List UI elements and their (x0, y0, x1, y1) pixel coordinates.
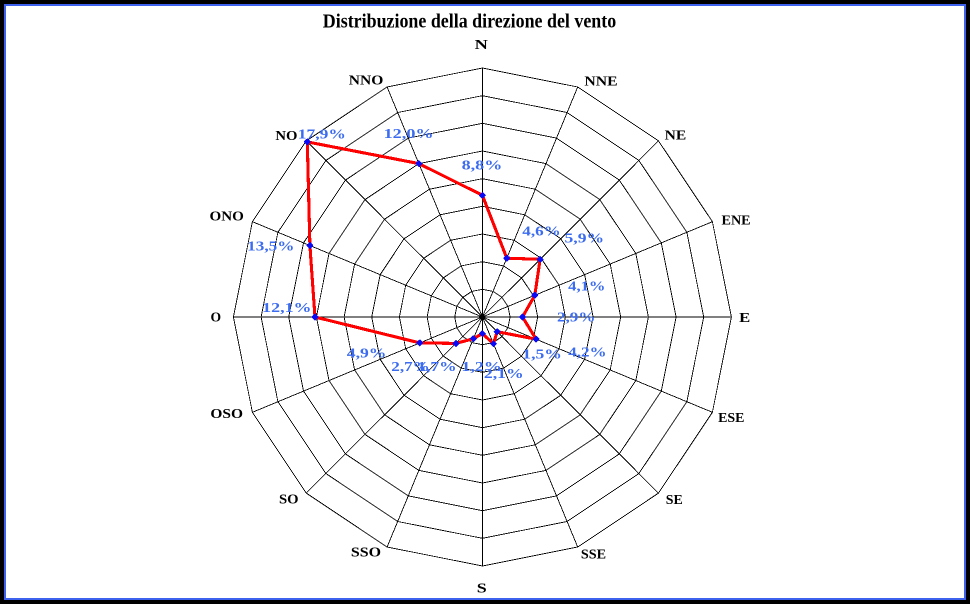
svg-text:13,5%: 13,5% (247, 239, 294, 254)
svg-text:SE: SE (666, 492, 683, 507)
svg-text:2,7%: 2,7% (391, 360, 429, 375)
svg-text:5,9%: 5,9% (565, 231, 605, 246)
svg-text:4,9%: 4,9% (347, 347, 387, 362)
svg-text:ONO: ONO (210, 209, 245, 224)
svg-text:SSE: SSE (581, 547, 606, 562)
svg-text:17,9%: 17,9% (298, 128, 346, 143)
svg-text:E: E (739, 310, 750, 325)
svg-text:NNO: NNO (349, 73, 384, 88)
svg-text:O: O (211, 310, 222, 325)
svg-text:NE: NE (665, 128, 687, 143)
svg-text:2,9%: 2,9% (557, 310, 595, 325)
svg-text:1,7%: 1,7% (417, 360, 456, 375)
svg-text:SO: SO (279, 491, 299, 506)
svg-text:4,1%: 4,1% (568, 279, 605, 294)
svg-text:SSO: SSO (351, 545, 381, 560)
svg-text:12,1%: 12,1% (262, 301, 311, 316)
svg-text:12,0%: 12,0% (384, 127, 434, 142)
svg-text:4,6%: 4,6% (522, 225, 560, 240)
svg-text:S: S (477, 581, 487, 596)
svg-text:2,1%: 2,1% (484, 367, 524, 382)
svg-text:ESE: ESE (718, 410, 744, 425)
svg-text:1,5%: 1,5% (522, 348, 562, 363)
svg-text:4,2%: 4,2% (568, 346, 606, 361)
svg-text:1,2%: 1,2% (461, 360, 502, 375)
svg-text:ENE: ENE (722, 213, 751, 228)
svg-text:Distribuzione della direzione: Distribuzione della direzione del vento (323, 10, 616, 32)
svg-text:NNE: NNE (584, 74, 617, 89)
svg-text:NO: NO (275, 128, 297, 143)
svg-text:N: N (475, 37, 488, 52)
svg-text:8,8%: 8,8% (462, 158, 503, 173)
svg-text:OSO: OSO (210, 406, 243, 421)
